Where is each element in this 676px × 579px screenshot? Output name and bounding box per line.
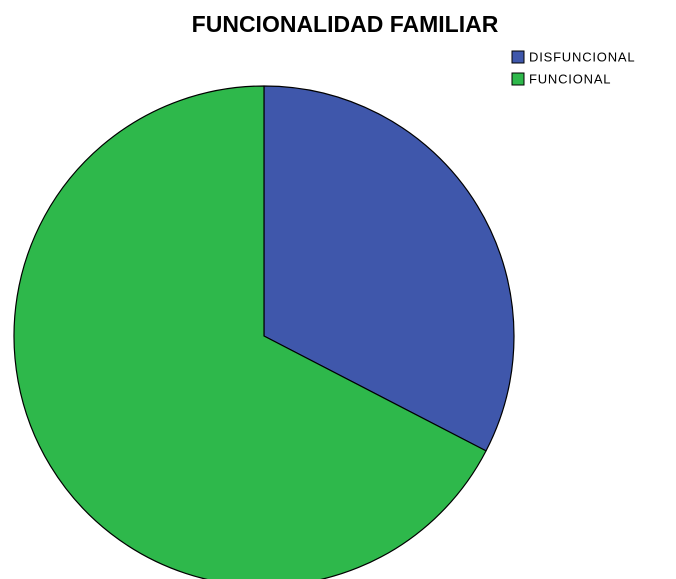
legend-label: DISFUNCIONAL [529,49,635,64]
chart-title: FUNCIONALIDAD FAMILIAR [192,11,499,37]
legend-swatch [511,72,525,86]
legend-label: FUNCIONAL [529,71,611,86]
legend-swatch [511,50,525,64]
pie-slice [263,85,515,452]
pie-slice [13,85,487,579]
